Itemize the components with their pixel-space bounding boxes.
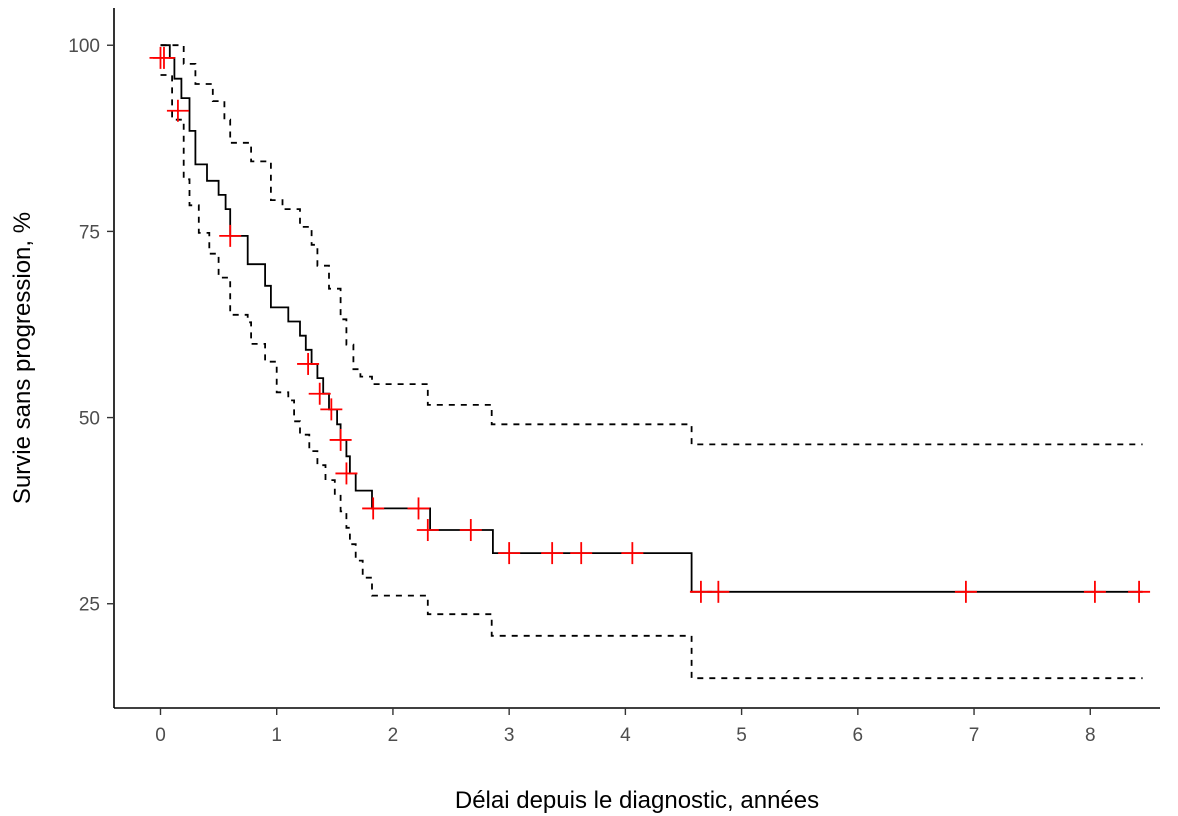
x-tick-label: 5: [736, 725, 747, 746]
censor-mark: [459, 519, 482, 542]
series-layer: [160, 44, 1143, 680]
x-tick-label: 2: [388, 725, 399, 746]
censor-mark: [320, 398, 343, 421]
censor-mark: [1083, 580, 1106, 603]
x-tick-label: 8: [1085, 725, 1096, 746]
censor-mark: [362, 497, 385, 520]
x-tick-label: 7: [969, 725, 980, 746]
censor-mark: [335, 462, 358, 485]
censor-mark: [329, 428, 352, 451]
censor-mark: [407, 497, 430, 520]
censor-mark: [166, 99, 189, 122]
y-tick-label: 100: [68, 36, 100, 57]
censor-mark: [498, 542, 521, 565]
censor-mark: [152, 46, 175, 69]
lower-ci-curve: [160, 74, 1143, 680]
y-ticks: 25 50 75 100: [68, 36, 114, 616]
y-tick-label: 75: [79, 222, 100, 243]
y-tick-label: 25: [79, 595, 100, 616]
censor-mark: [219, 224, 242, 247]
censor-marks: [149, 46, 1151, 603]
y-tick-label: 50: [79, 409, 100, 430]
x-tick-label: 0: [155, 725, 166, 746]
censor-mark: [954, 580, 977, 603]
censor-mark: [570, 542, 593, 565]
axes: [113, 8, 1160, 709]
upper-ci-curve: [160, 44, 1143, 446]
x-tick-label: 1: [271, 725, 282, 746]
x-ticks: 0 1 2 3 4 5 6 7 8: [155, 708, 1096, 746]
x-tick-label: 3: [504, 725, 515, 746]
censor-mark: [308, 382, 331, 405]
censor-mark: [541, 542, 564, 565]
x-tick-label: 6: [853, 725, 864, 746]
censor-mark: [297, 352, 320, 375]
estimate-curve: [160, 44, 1143, 593]
censor-mark: [621, 542, 644, 565]
x-axis-title: Délai depuis le diagnostic, années: [455, 787, 819, 814]
censor-mark: [707, 580, 730, 603]
x-tick-label: 4: [620, 725, 631, 746]
y-axis-title: Survie sans progression, %: [9, 212, 36, 504]
censor-mark: [416, 519, 439, 542]
censor-mark: [1128, 580, 1151, 603]
